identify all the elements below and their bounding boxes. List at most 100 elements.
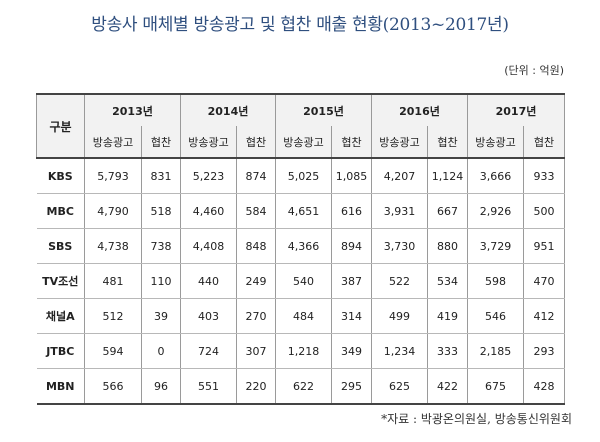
table-row: JTBC 594 0 724 307 1,218 349 1,234 333 2…	[36, 333, 565, 369]
cell-value: 4,460	[180, 193, 237, 229]
cell-value: 422	[427, 368, 468, 405]
cell-value: 39	[141, 298, 181, 334]
header-year: 2015년	[275, 93, 372, 126]
cell-value: 625	[371, 368, 428, 405]
cell-value: 2,185	[467, 333, 524, 369]
cell-value: 738	[141, 228, 181, 264]
row-label: TV조선	[36, 263, 85, 299]
cell-value: 3,730	[371, 228, 428, 264]
row-label: 채널A	[36, 298, 85, 334]
header-year: 2014년	[180, 93, 276, 126]
header-sponsorship: 협찬	[331, 126, 372, 159]
cell-value: 440	[180, 263, 237, 299]
header-sponsorship: 협찬	[236, 126, 276, 159]
cell-value: 1,234	[371, 333, 428, 369]
unit-note: (단위 : 억원)	[504, 64, 564, 77]
cell-value: 3,729	[467, 228, 524, 264]
cell-value: 470	[523, 263, 565, 299]
cell-value: 512	[84, 298, 142, 334]
cell-value: 307	[236, 333, 276, 369]
cell-value: 293	[523, 333, 565, 369]
cell-value: 484	[275, 298, 332, 334]
cell-value: 499	[371, 298, 428, 334]
cell-value: 874	[236, 158, 276, 194]
cell-value: 951	[523, 228, 565, 264]
cell-value: 546	[467, 298, 524, 334]
cell-value: 848	[236, 228, 276, 264]
cell-value: 4,408	[180, 228, 237, 264]
cell-value: 724	[180, 333, 237, 369]
cell-value: 675	[467, 368, 524, 405]
cell-value: 894	[331, 228, 372, 264]
header-broadcast-ad: 방송광고	[275, 126, 332, 159]
row-label: SBS	[36, 228, 85, 264]
cell-value: 667	[427, 193, 468, 229]
header-broadcast-ad: 방송광고	[84, 126, 142, 159]
cell-value: 2,926	[467, 193, 524, 229]
cell-value: 419	[427, 298, 468, 334]
source-note: *자료 : 박광온의원실, 방송통신위원회	[381, 412, 572, 426]
cell-value: 4,738	[84, 228, 142, 264]
cell-value: 584	[236, 193, 276, 229]
cell-value: 481	[84, 263, 142, 299]
table-row: MBC 4,790 518 4,460 584 4,651 616 3,931 …	[36, 193, 565, 229]
cell-value: 96	[141, 368, 181, 405]
cell-value: 4,790	[84, 193, 142, 229]
cell-value: 534	[427, 263, 468, 299]
table-row: KBS 5,793 831 5,223 874 5,025 1,085 4,20…	[36, 158, 565, 194]
cell-value: 880	[427, 228, 468, 264]
cell-value: 518	[141, 193, 181, 229]
cell-value: 622	[275, 368, 332, 405]
header-sponsorship: 협찬	[427, 126, 468, 159]
cell-value: 349	[331, 333, 372, 369]
cell-value: 220	[236, 368, 276, 405]
cell-value: 500	[523, 193, 565, 229]
cell-value: 522	[371, 263, 428, 299]
cell-value: 616	[331, 193, 372, 229]
cell-value: 594	[84, 333, 142, 369]
header-broadcast-ad: 방송광고	[371, 126, 428, 159]
row-label: KBS	[36, 158, 85, 194]
cell-value: 566	[84, 368, 142, 405]
cell-value: 4,207	[371, 158, 428, 194]
header-year: 2017년	[467, 93, 565, 126]
cell-value: 412	[523, 298, 565, 334]
header-sponsorship: 협찬	[523, 126, 565, 159]
table-row: TV조선 481 110 440 249 540 387 522 534 598…	[36, 263, 565, 299]
cell-value: 4,366	[275, 228, 332, 264]
cell-value: 333	[427, 333, 468, 369]
cell-value: 428	[523, 368, 565, 405]
header-broadcast-ad: 방송광고	[467, 126, 524, 159]
header-broadcast-ad: 방송광고	[180, 126, 237, 159]
cell-value: 1,085	[331, 158, 372, 194]
cell-value: 831	[141, 158, 181, 194]
cell-value: 295	[331, 368, 372, 405]
cell-value: 3,931	[371, 193, 428, 229]
header-year: 2013년	[84, 93, 181, 126]
cell-value: 3,666	[467, 158, 524, 194]
cell-value: 540	[275, 263, 332, 299]
header-year: 2016년	[371, 93, 468, 126]
cell-value: 314	[331, 298, 372, 334]
cell-value: 551	[180, 368, 237, 405]
cell-value: 387	[331, 263, 372, 299]
cell-value: 598	[467, 263, 524, 299]
row-label: JTBC	[36, 333, 85, 369]
header-corner: 구분	[36, 93, 85, 159]
row-label: MBC	[36, 193, 85, 229]
page-title: 방송사 매체별 방송광고 및 협찬 매출 현황(2013~2017년)	[91, 15, 509, 35]
table-row: MBN 566 96 551 220 622 295 625 422 675 4…	[36, 368, 565, 405]
cell-value: 403	[180, 298, 237, 334]
cell-value: 1,124	[427, 158, 468, 194]
cell-value: 249	[236, 263, 276, 299]
cell-value: 5,793	[84, 158, 142, 194]
cell-value: 110	[141, 263, 181, 299]
table-row: 채널A 512 39 403 270 484 314 499 419 546 4…	[36, 298, 565, 334]
cell-value: 0	[141, 333, 181, 369]
cell-value: 270	[236, 298, 276, 334]
header-sponsorship: 협찬	[141, 126, 181, 159]
cell-value: 4,651	[275, 193, 332, 229]
revenue-table: 구분 2013년 2014년 2015년 2016년 2017년 방송광고 협찬…	[36, 93, 565, 405]
cell-value: 5,223	[180, 158, 237, 194]
table-row: SBS 4,738 738 4,408 848 4,366 894 3,730 …	[36, 228, 565, 264]
